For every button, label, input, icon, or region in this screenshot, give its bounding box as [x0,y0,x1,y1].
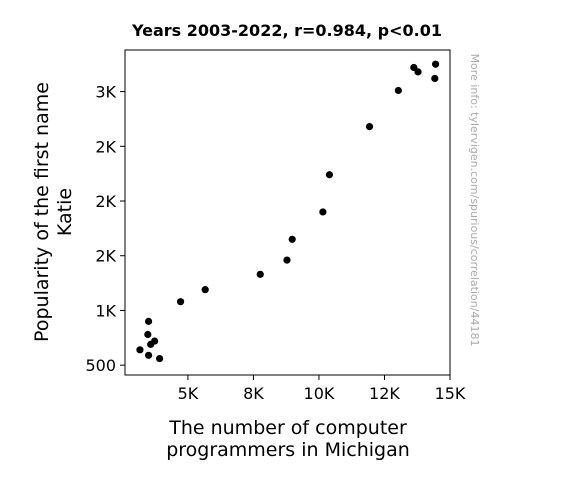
x-tick-label: 15K [435,384,466,403]
data-point [319,208,327,216]
data-point [155,354,164,363]
chart-title: Years 2003-2022, r=0.984, p<0.01 [131,21,442,40]
y-axis-label-line2: Katie [54,188,76,236]
y-tick-label: 2K [95,247,116,266]
plot-frame [124,49,451,376]
x-axis: 5K 8K 10K 12K 15K [178,375,466,403]
data-point [288,235,296,243]
x-axis-label-line2: programmers in Michigan [166,439,410,461]
data-point [176,298,185,306]
data-point [431,60,440,68]
data-point [151,337,159,345]
data-point [414,68,422,76]
x-tick-label: 12K [369,384,400,403]
data-point [136,346,144,354]
data-point [256,270,264,278]
data-point [431,74,439,83]
y-tick-label: 1K [95,301,116,320]
data-point [144,351,153,359]
plot-area [124,49,451,376]
data-point [144,330,152,339]
x-tick-label: 5K [178,384,199,403]
data-point [201,286,209,294]
data-point [394,86,402,95]
y-axis: 500 1K 2K 2K 2K 3K [85,83,125,375]
watermark-text: More info: tylervigen.com/spurious/corre… [468,54,481,347]
y-tick-label: 2K [95,192,116,211]
y-tick-label: 500 [85,356,116,375]
data-point [365,122,374,131]
data-point [283,256,291,264]
x-tick-label: 10K [304,384,335,403]
points-layer [136,60,440,363]
data-point [144,317,153,325]
y-axis-label-line1: Popularity of the first name [31,82,53,342]
x-tick-label: 8K [243,384,264,403]
data-point [325,171,334,179]
x-axis-label-line1: The number of computer [168,417,407,439]
y-tick-label: 3K [95,83,116,102]
y-tick-label: 2K [95,137,116,156]
